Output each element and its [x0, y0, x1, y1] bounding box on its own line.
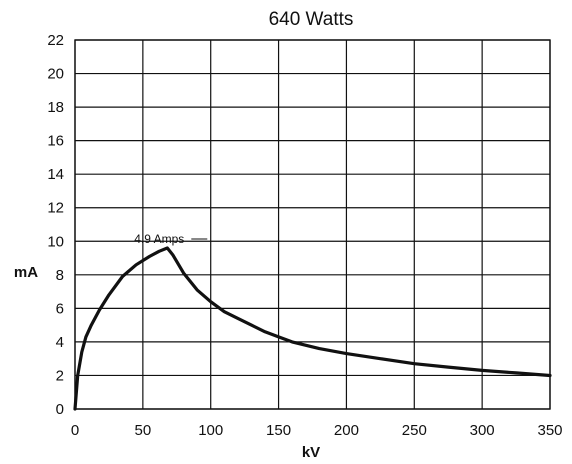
y-axis-label: mA [14, 264, 38, 281]
x-tick-label: 150 [266, 422, 291, 439]
x-tick-label: 0 [71, 422, 79, 439]
y-tick-label: 4 [56, 334, 64, 351]
x-axis-label: kV [302, 444, 320, 461]
x-tick-label: 250 [402, 422, 427, 439]
x-tick-label: 50 [135, 422, 152, 439]
y-tick-label: 18 [47, 99, 64, 116]
y-tick-label: 0 [56, 401, 64, 418]
y-tick-label: 14 [47, 166, 64, 183]
x-tick-label: 200 [334, 422, 359, 439]
x-tick-label: 350 [537, 422, 562, 439]
x-tick-label: 100 [198, 422, 223, 439]
y-tick-label: 10 [47, 233, 64, 250]
y-tick-label: 12 [47, 200, 64, 217]
y-tick-label: 6 [56, 300, 64, 317]
chart-title: 640 Watts [269, 9, 354, 30]
y-tick-label: 2 [56, 367, 64, 384]
y-tick-label: 22 [47, 32, 64, 49]
annotation-label: 4.9 Amps [134, 232, 184, 246]
y-tick-labels: 0 2 4 6 8 10 12 14 16 18 20 22 [47, 32, 64, 418]
y-tick-label: 16 [47, 133, 64, 150]
grid [74, 39, 551, 410]
series-line [73, 246, 552, 411]
y-tick-label: 8 [56, 267, 64, 284]
x-tick-label: 300 [470, 422, 495, 439]
y-tick-label: 20 [47, 66, 64, 83]
plot-frame [74, 39, 551, 410]
x-tick-labels: 0 50 100 150 200 250 300 350 [71, 422, 563, 439]
